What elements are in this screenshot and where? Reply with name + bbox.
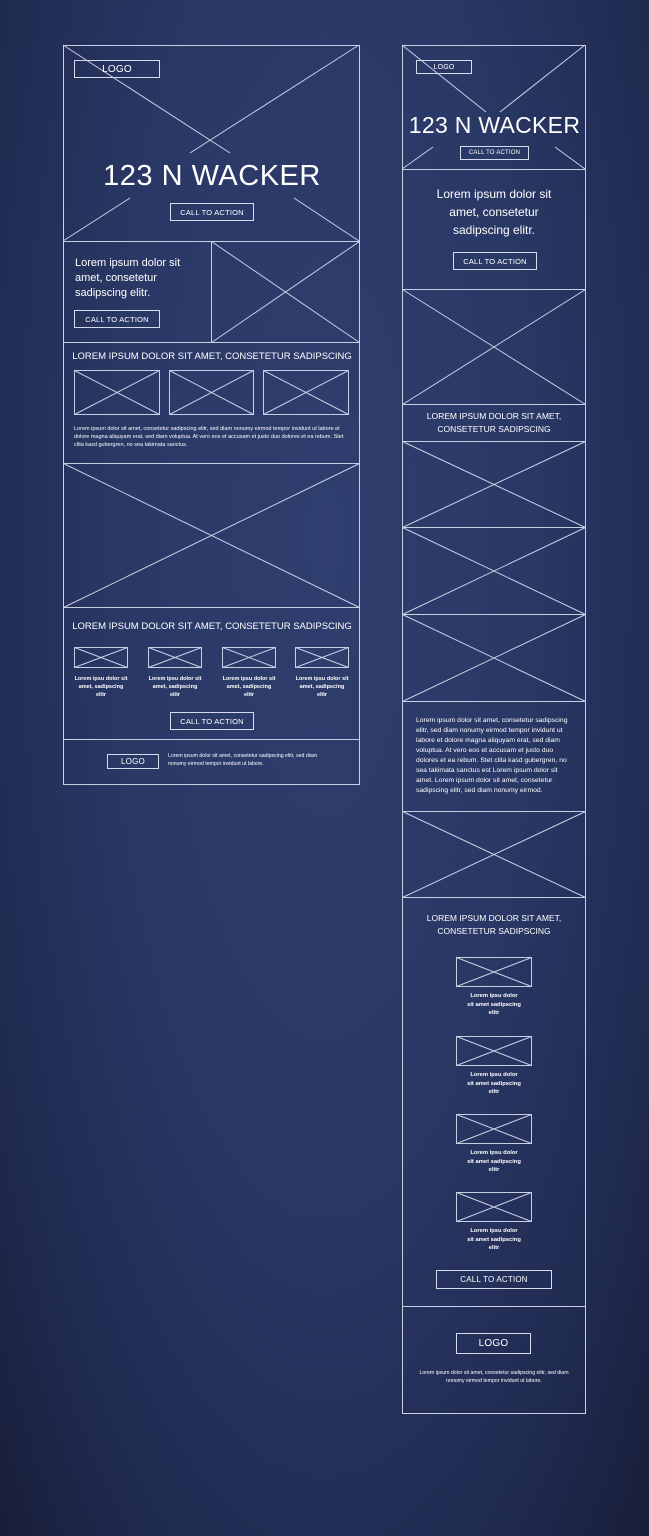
desktop-feature-caption-3: Lorem ipsu dolor sit amet, sadipscing el… (222, 676, 276, 698)
mobile-hero-diagonal (554, 146, 586, 170)
desktop-feature-thumb-3 (222, 647, 276, 668)
desktop-section2-cta-button[interactable]: CALL TO ACTION (170, 712, 254, 730)
mobile-feature-caption-2: Lorem ipsu dolor sit amet sadipscing eli… (467, 1072, 521, 1095)
desktop-thumb-1 (74, 370, 160, 415)
mobile-feature-thumb-1 (456, 957, 532, 987)
mobile-image-2-x (402, 441, 586, 528)
mobile-feature-caption-1: Lorem ipsu dolor sit amet sadipscing eli… (467, 993, 521, 1016)
mobile-image-3-x (402, 527, 586, 615)
desktop-thumb-3 (263, 370, 349, 415)
mobile-feature-caption-3: Lorem ipsu dolor sit amet sadipscing eli… (467, 1150, 521, 1173)
desktop-feature-thumb-1 (74, 647, 128, 668)
mobile-image-5-x (402, 811, 586, 898)
desktop-hero-title: 123 N WACKER (103, 160, 321, 192)
desktop-section2-heading: LOREM IPSUM DOLOR SIT AMET, CONSETETUR S… (72, 621, 352, 632)
mobile-intro-cta-label: CALL TO ACTION (463, 256, 527, 266)
mobile-section1-heading: LOREM IPSUM DOLOR SIT AMET, CONSETETUR S… (426, 411, 562, 434)
mobile-feature-caption-4: Lorem ipsu dolor sit amet sadipscing eli… (467, 1228, 521, 1251)
mobile-paragraph: Lorem ipsum dolor sit amet, consetetur s… (416, 717, 568, 794)
desktop-intro-cta-button[interactable]: CALL TO ACTION (74, 310, 160, 328)
desktop-hero-diagonal (62, 197, 131, 242)
desktop-hero-cta-button[interactable]: CALL TO ACTION (170, 203, 254, 221)
desktop-section2-cta-label: CALL TO ACTION (180, 716, 244, 726)
mobile-frame (402, 45, 586, 1414)
mobile-wireframe (401, 44, 586, 1414)
mobile-footer-logo-box[interactable]: LOGO (456, 1333, 531, 1354)
desktop-frame (63, 45, 360, 785)
desktop-feature-caption-4: Lorem ipsu dolor sit amet, sadipscing el… (295, 676, 349, 698)
mobile-feature-thumb-4 (456, 1192, 532, 1222)
mobile-feature-thumb-2 (456, 1036, 532, 1066)
mobile-hero-diagonal (401, 44, 487, 113)
mobile-section2-heading: LOREM IPSUM DOLOR SIT AMET, CONSETETUR S… (426, 913, 562, 936)
desktop-footer-logo-label: LOGO (121, 757, 145, 766)
desktop-hero-diagonal (62, 44, 231, 154)
desktop-wireframe (62, 44, 360, 785)
mobile-logo-label: LOGO (433, 63, 455, 71)
mobile-image-1-x (402, 289, 586, 405)
mobile-intro-text: Lorem ipsum dolor sit amet, consetetur s… (436, 187, 552, 237)
mobile-section2-cta-label: CALL TO ACTION (460, 1275, 528, 1284)
mobile-intro-cta-button[interactable]: CALL TO ACTION (453, 252, 537, 270)
mobile-logo-box[interactable]: LOGO (416, 60, 472, 74)
desktop-large-image-x (63, 463, 360, 608)
mobile-hero-diagonal (401, 146, 434, 170)
desktop-footer-logo-box[interactable]: LOGO (107, 754, 159, 769)
desktop-section1-paragraph: Lorem ipsum dolor sit amet, consetetur s… (74, 426, 344, 448)
mobile-hero-title: 123 N WACKER (408, 112, 581, 138)
mobile-hero-cta-label: CALL TO ACTION (468, 150, 521, 156)
desktop-intro-cta-label: CALL TO ACTION (85, 314, 149, 324)
desktop-logo-label: LOGO (102, 63, 132, 75)
desktop-logo-box[interactable]: LOGO (74, 60, 160, 78)
mobile-hero-cta-button[interactable]: CALL TO ACTION (460, 146, 529, 160)
mobile-hero-diagonal (499, 44, 586, 113)
desktop-thumb-2 (169, 370, 254, 415)
desktop-feature-thumb-2 (148, 647, 202, 668)
desktop-hero-diagonal (189, 44, 360, 154)
mobile-feature-thumb-3 (456, 1114, 532, 1144)
desktop-hero-diagonal (293, 197, 360, 242)
mobile-image-4-x (402, 614, 586, 702)
mobile-section2-cta-button[interactable]: CALL TO ACTION (436, 1270, 552, 1289)
desktop-section1-heading: LOREM IPSUM DOLOR SIT AMET, CONSETETUR S… (72, 351, 352, 362)
desktop-feature-caption-2: Lorem ipsu dolor sit amet, sadipscing el… (148, 676, 202, 698)
desktop-feature-thumb-4 (295, 647, 349, 668)
mobile-footer-text: Lorem ipsum dolor sit amet, consetetur s… (419, 1370, 569, 1384)
desktop-intro-image-x (211, 241, 360, 343)
desktop-feature-caption-1: Lorem ipsu dolor sit amet, sadipscing el… (74, 676, 128, 698)
mobile-footer-logo-label: LOGO (478, 1338, 509, 1349)
desktop-intro-text: Lorem ipsum dolor sit amet, consetetur s… (75, 257, 181, 299)
desktop-hero-cta-label: CALL TO ACTION (180, 207, 244, 217)
desktop-footer-text: Lorem ipsum dolor sit amet, consetetur s… (168, 753, 318, 767)
